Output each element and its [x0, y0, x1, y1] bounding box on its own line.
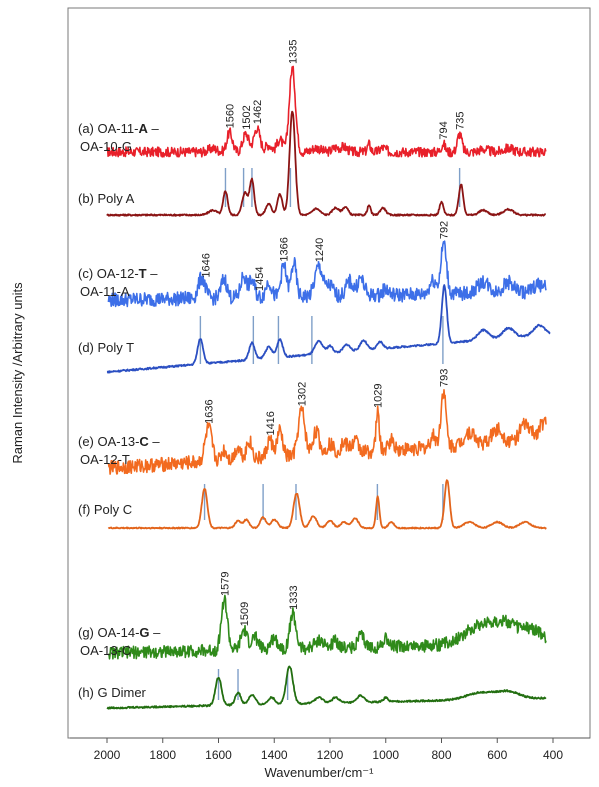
peak-label: 793 — [438, 369, 450, 387]
series-label-3: (d) Poly T — [78, 340, 134, 355]
peak-labels: 1560 1502 1462 1335 794 735 1646 1454 1366 1240 79… — [201, 40, 467, 627]
spectrum-line-7 — [106, 665, 547, 710]
y-axis-title: Raman Intensity /Arbitrary units — [10, 282, 25, 464]
x-axis-title: Wavenumber/cm⁻¹ — [265, 765, 375, 780]
peak-label: 794 — [438, 121, 450, 139]
peak-label: 1502 — [241, 105, 253, 129]
spectra-lines — [106, 65, 551, 710]
series-labels: (a) OA-11-A – OA-10-G (b) Poly A (c) OA-12-… — [78, 121, 161, 700]
peak-label: 1416 — [265, 411, 277, 435]
x-tick-label: 1200 — [317, 748, 344, 762]
x-tick-label: 400 — [543, 748, 563, 762]
series-label-0-line2: OA-10-G — [80, 139, 132, 154]
peak-label: 1636 — [203, 399, 215, 423]
peak-label: 1029 — [373, 384, 385, 408]
x-axis: 2000 1800 1600 1400 1200 1000 800 600 400 — [70, 737, 590, 762]
peak-label: 1335 — [287, 40, 299, 64]
peak-label: 1462 — [252, 100, 264, 124]
peak-label: 1579 — [219, 571, 231, 595]
series-label-4: (e) OA-13-C – — [78, 434, 160, 449]
x-tick-label: 1800 — [149, 748, 176, 762]
series-label-6: (g) OA-14-G – — [78, 625, 161, 640]
spectrum-line-4 — [107, 389, 547, 475]
marker-lines — [199, 168, 461, 700]
x-tick-label: 600 — [487, 748, 507, 762]
peak-label: 792 — [439, 221, 451, 239]
spectrum-line-5 — [107, 479, 547, 530]
peak-label: 1366 — [279, 237, 291, 261]
x-tick-label: 800 — [431, 748, 451, 762]
peak-label: 1333 — [288, 585, 300, 609]
peak-label: 1302 — [297, 382, 309, 406]
x-tick-label: 1600 — [205, 748, 232, 762]
series-label-2-line2: OA-11-A — [80, 284, 130, 299]
series-label-2: (c) OA-12-T – — [78, 266, 158, 281]
peak-label: 1509 — [239, 602, 251, 626]
x-tick-label: 1000 — [372, 748, 399, 762]
series-label-4-line2: OA-12-T — [80, 452, 130, 467]
series-label-1: (b) Poly A — [78, 191, 135, 206]
spectrum-line-2 — [107, 240, 547, 308]
spectrum-line-1 — [106, 110, 547, 217]
series-label-5: (f) Poly C — [78, 502, 132, 517]
peak-label: 1646 — [201, 253, 213, 277]
series-label-0: (a) OA-11-A – — [78, 121, 159, 136]
spectrum-line-6 — [107, 594, 547, 660]
x-tick-label: 2000 — [94, 748, 121, 762]
peak-label: 1560 — [225, 104, 237, 128]
series-label-6-line2: OA-13-C — [80, 643, 131, 658]
spectrum-line-0 — [106, 65, 547, 158]
spectrum-line-3 — [106, 284, 551, 374]
x-tick-label: 1400 — [261, 748, 288, 762]
peak-label: 735 — [455, 111, 467, 129]
peak-label: 1240 — [314, 238, 326, 262]
peak-label: 1454 — [254, 267, 266, 291]
series-label-7: (h) G Dimer — [78, 685, 147, 700]
